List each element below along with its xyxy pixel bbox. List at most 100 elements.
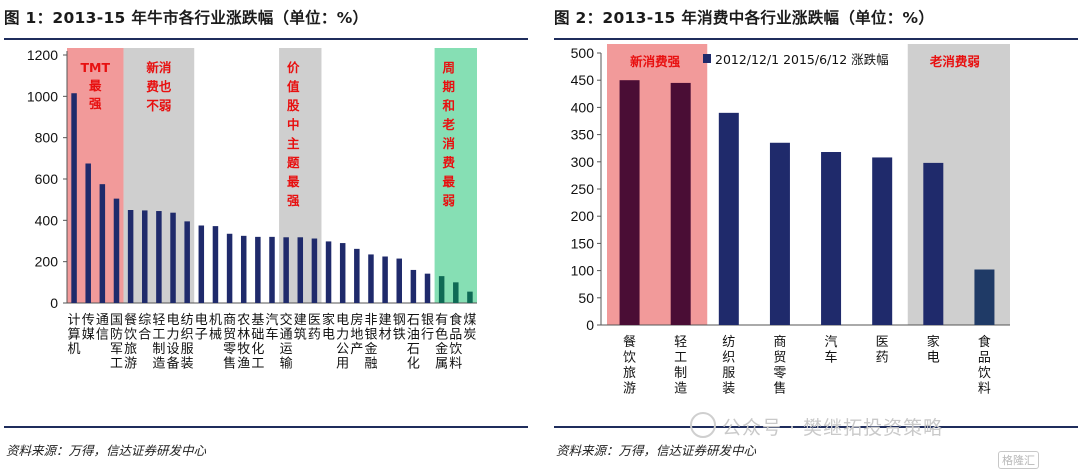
highlight-region-1 bbox=[907, 44, 1010, 325]
y-tick-label: 500 bbox=[571, 45, 595, 61]
bar bbox=[438, 276, 445, 303]
figure-2-bottom-rule bbox=[554, 426, 1078, 428]
y-tick-label: 250 bbox=[571, 181, 595, 197]
y-tick-label: 100 bbox=[571, 263, 595, 279]
x-tick-label: 家电 bbox=[322, 312, 335, 343]
bar bbox=[99, 184, 106, 303]
bar bbox=[718, 112, 739, 325]
bar bbox=[396, 258, 402, 303]
bar bbox=[226, 233, 233, 303]
annotation-label: 不弱 bbox=[146, 98, 171, 113]
bar bbox=[127, 210, 134, 303]
x-tick-label: 医药 bbox=[876, 335, 889, 366]
x-tick-label: 纺织服装 bbox=[181, 313, 194, 372]
x-tick-label: 房地产 bbox=[350, 312, 363, 357]
bar bbox=[85, 163, 91, 303]
bar bbox=[297, 237, 304, 303]
y-tick-label: 400 bbox=[571, 99, 595, 115]
x-tick-label: 电力公用 bbox=[336, 313, 349, 372]
bar bbox=[325, 241, 332, 303]
highlight-region-3 bbox=[434, 48, 477, 303]
annotation-label: 价值股中主题最强 bbox=[287, 60, 300, 208]
x-tick-label: 通信 bbox=[96, 313, 109, 343]
bar bbox=[269, 236, 275, 303]
x-tick-label: 家电 bbox=[927, 334, 940, 366]
y-tick-label: 400 bbox=[35, 212, 59, 228]
bar bbox=[142, 210, 148, 303]
y-tick-label: 300 bbox=[571, 154, 595, 170]
x-tick-label: 医药 bbox=[308, 313, 321, 343]
bar bbox=[769, 142, 790, 325]
bar bbox=[368, 254, 374, 303]
figure-1-source: 资料来源：万得，信达证券研发中心 bbox=[6, 443, 207, 458]
bar bbox=[619, 80, 640, 325]
x-tick-label: 基础化工 bbox=[251, 313, 264, 372]
x-tick-label: 商贸零售 bbox=[773, 335, 786, 397]
annotation-label: 老消费弱 bbox=[929, 54, 980, 69]
wechat-icon bbox=[690, 412, 716, 438]
annotation-label: 最强 bbox=[89, 78, 102, 111]
y-tick-label: 1200 bbox=[27, 47, 58, 63]
bar bbox=[923, 162, 944, 325]
x-tick-label: 汽车 bbox=[265, 313, 278, 343]
x-tick-label: 轻工制造 bbox=[674, 335, 687, 397]
figure-1-title: 图 1：2013-15 年牛市各行业涨跌幅（单位：%） bbox=[4, 9, 369, 27]
bar bbox=[974, 269, 995, 325]
x-tick-label: 商贸零售 bbox=[223, 313, 236, 372]
x-tick-label: 汽车 bbox=[825, 335, 838, 366]
bar bbox=[354, 248, 360, 303]
bar bbox=[71, 93, 77, 303]
figure-2-panel: 图 2：2013-15 年消费中各行业涨跌幅（单位：%） 0 50 100 150 20… bbox=[550, 0, 1080, 473]
x-tick-label: 建材 bbox=[379, 313, 392, 343]
figure-2-title: 图 2：2013-15 年消费中各行业涨跌幅（单位：%） bbox=[554, 9, 935, 27]
figure-2-source: 资料来源：万得，信达证券研发中心 bbox=[556, 443, 757, 458]
bar bbox=[821, 152, 842, 325]
x-tick-label: 综合 bbox=[138, 313, 151, 343]
legend-swatch bbox=[703, 54, 711, 63]
bar bbox=[212, 226, 219, 303]
bar bbox=[467, 291, 473, 303]
bar bbox=[424, 273, 431, 303]
figure-2-bar-chart: 0 50 100 150 200 250 300 350 400 450 500 餐饮旅游 轻工制造 纺织… bbox=[571, 44, 1010, 397]
annotation-label: 周期和老消费最弱 bbox=[441, 60, 455, 208]
y-tick-label: 50 bbox=[578, 290, 594, 306]
x-tick-label: 电子 bbox=[195, 313, 208, 343]
x-tick-label: 食品饮料 bbox=[449, 312, 462, 372]
x-tick-label: 食品饮料 bbox=[978, 334, 991, 397]
figure-1-bottom-rule bbox=[4, 426, 528, 428]
watermark: 公众号 · 樊继拓投资策略 bbox=[690, 412, 943, 440]
x-tick-label: 石油石化 bbox=[407, 313, 420, 372]
annotation-label: 费也 bbox=[146, 79, 172, 94]
x-tick-label: 国防军工 bbox=[110, 313, 123, 372]
x-tick-label: 钢铁 bbox=[393, 313, 406, 343]
bar bbox=[670, 82, 691, 325]
bar bbox=[156, 211, 162, 303]
legend-label: 2012/12/1 2015/6/12 涨跌幅 bbox=[715, 52, 889, 67]
x-tick-label: 农林牧渔 bbox=[237, 313, 250, 372]
x-tick-label: 纺织服装 bbox=[722, 335, 735, 397]
x-tick-label: 非银金融 bbox=[364, 313, 377, 372]
x-tick-label: 交通运输 bbox=[280, 312, 293, 372]
x-tick-label: 建筑 bbox=[294, 313, 307, 343]
y-tick-label: 800 bbox=[35, 130, 59, 146]
bar bbox=[170, 212, 176, 303]
bar bbox=[311, 238, 318, 303]
figure-1-panel: 图 1：2013-15 年牛市各行业涨跌幅（单位：%） 0 200 400 600 80… bbox=[0, 0, 530, 473]
bar bbox=[410, 269, 417, 303]
bar bbox=[255, 236, 261, 303]
bar bbox=[339, 243, 346, 303]
y-tick-label: 150 bbox=[571, 235, 595, 251]
y-tick-label: 0 bbox=[50, 295, 58, 311]
x-tick-label: 银行 bbox=[421, 313, 434, 343]
y-tick-label: 0 bbox=[586, 317, 594, 333]
y-tick-label: 350 bbox=[571, 127, 595, 143]
x-tick-label: 餐饮旅游 bbox=[124, 312, 137, 372]
y-tick-label: 600 bbox=[35, 171, 59, 187]
x-tick-label: 餐饮旅游 bbox=[623, 334, 636, 397]
annotation-label: TMT bbox=[81, 60, 111, 75]
x-tick-label: 有色金属 bbox=[435, 313, 448, 372]
bar bbox=[453, 282, 459, 303]
bar bbox=[240, 235, 247, 303]
bar bbox=[113, 198, 120, 303]
x-tick-label: 传媒 bbox=[82, 313, 95, 343]
